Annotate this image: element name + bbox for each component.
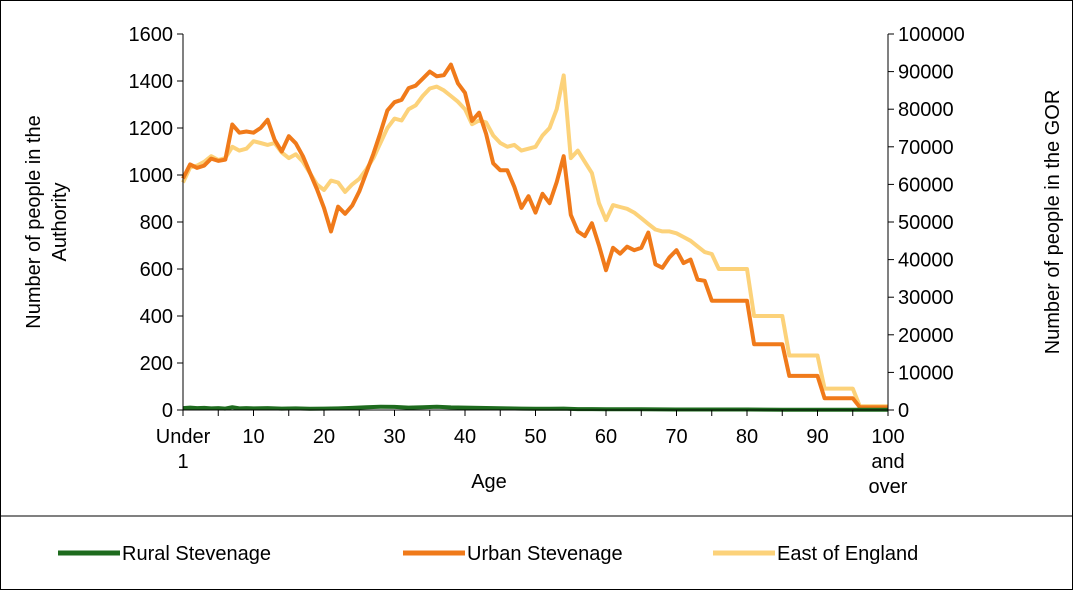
y-tick-left-label: 1200 [129,118,174,140]
y-tick-left-label: 1400 [129,71,174,93]
legend: Rural Stevenage Urban Stevenage East of En… [58,543,918,565]
x-tick-label: 90 [806,426,828,448]
x-tick-label: 30 [383,426,405,448]
y-tick-right-label: 90000 [898,62,954,84]
x-tick-label: 20 [313,426,335,448]
y-tick-right-label: 50000 [898,212,954,234]
y-tick-right-label: 10000 [898,362,954,384]
y-tick-right-label: 20000 [898,325,954,347]
y-tick-right-label: 70000 [898,137,954,159]
y-axis-label-right: Number of people in the GOR [1042,90,1064,355]
x-tick-label: 70 [665,426,687,448]
x-tick-label: over [869,476,908,498]
y-tick-left-label: 600 [140,259,173,281]
x-tick-label: Under [156,426,211,448]
y-tick-right-label: 60000 [898,174,954,196]
legend-label: Urban Stevenage [467,543,623,565]
series-line-urban-stevenage [181,62,888,410]
y-tick-left-label: 800 [140,212,173,234]
y-tick-left-label: 1000 [129,165,174,187]
series-layer [181,62,888,412]
y-tick-right-label: 100000 [898,24,965,46]
y-tick-right-label: 30000 [898,287,954,309]
x-tick-label: 60 [595,426,617,448]
series-line-east-of-england [181,73,888,409]
legend-label: East of England [777,543,918,565]
y-tick-left-label: 0 [162,400,173,422]
x-axis-label: Age [471,471,507,493]
x-tick-label: 40 [454,426,476,448]
x-tick-label: 50 [524,426,546,448]
y-tick-left-label: 200 [140,353,173,375]
x-tick-label: 1 [177,451,188,473]
x-tick-label: 100 [871,426,904,448]
x-tick-label: and [871,451,904,473]
y-tick-right-label: 0 [898,400,909,422]
legend-label: Rural Stevenage [122,543,271,565]
y-tick-right-label: 40000 [898,250,954,272]
axes-layer: 0 200 400 600 800 1000 1200 1400 1600 0 10000 20000… [129,24,965,498]
y-tick-left-label: 400 [140,306,173,328]
y-axis-label-left: Number of people in the Authority [23,115,71,328]
series-line-rural-stevenage [182,404,888,412]
y-tick-right-label: 80000 [898,99,954,121]
y-tick-left-label: 1600 [129,24,174,46]
x-tick-label: 80 [736,426,758,448]
x-tick-label: 10 [242,426,264,448]
